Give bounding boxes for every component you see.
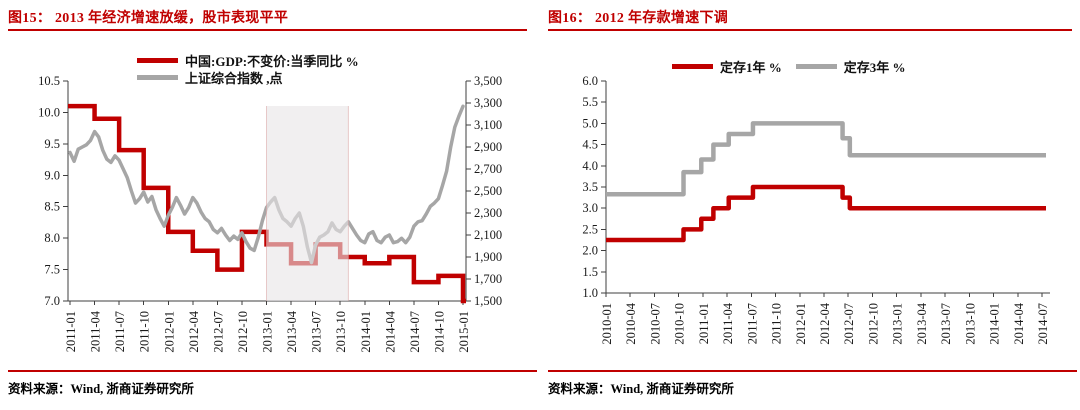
chart1-legend: 中国:GDP:不变价:当季同比 % 上证综合指数 ,点 [137,52,359,86]
svg-text:2011-04: 2011-04 [721,302,735,344]
svg-text:9.5: 9.5 [44,137,60,151]
legend-item-deposit-1y: 定存1年 % [672,58,782,75]
svg-text:3.5: 3.5 [582,180,598,194]
svg-text:7.0: 7.0 [44,294,60,308]
svg-text:2012-10: 2012-10 [236,311,250,353]
svg-text:2010-10: 2010-10 [673,303,687,345]
svg-text:2.5: 2.5 [582,222,598,236]
chart2-x-axis-labels: 2010-01 2010-04 2010-07 2010-10 2011-01 2011-… [600,302,1050,344]
svg-text:2013-07: 2013-07 [939,303,953,345]
svg-text:2012-04: 2012-04 [818,302,832,344]
svg-text:2010-04: 2010-04 [624,302,638,344]
deposit-1y-line-marker [672,63,713,69]
legend-item-deposit-3y: 定存3年 % [795,58,906,75]
svg-text:2013-04: 2013-04 [285,310,299,352]
svg-text:7.5: 7.5 [44,263,60,277]
gdp-line-label: 中国:GDP:不变价:当季同比 % [185,53,359,69]
svg-text:2011-01: 2011-01 [697,303,711,344]
svg-text:2011-07: 2011-07 [113,311,127,352]
svg-text:2011-01: 2011-01 [64,311,78,352]
svg-text:9.0: 9.0 [44,168,60,182]
svg-text:2,500: 2,500 [474,184,502,198]
svg-text:3,100: 3,100 [474,118,502,132]
gdp-line-marker [137,57,178,63]
svg-text:10.0: 10.0 [38,105,60,119]
svg-text:2014-04: 2014-04 [383,310,397,352]
svg-text:2014-01: 2014-01 [359,311,373,353]
svg-text:2011-10: 2011-10 [770,303,784,344]
shcomp-line-marker [137,74,178,80]
shcomp-line-label: 上证综合指数 ,点 [185,70,283,86]
chart2-title-rule [548,29,1072,31]
svg-text:1,500: 1,500 [474,294,502,308]
svg-text:4.0: 4.0 [582,159,598,173]
svg-text:3,300: 3,300 [474,96,502,110]
chart2-series-1-line [606,121,1046,197]
deposit-3y-line-label: 定存3年 % [843,59,906,75]
chart1-y-axis-labels: 10.5 10.0 9.5 9.0 8.5 8.0 7.5 7.0 3,500 3,300 3,10… [38,74,502,308]
legend-item-shcomp: 上证综合指数 ,点 [137,69,359,86]
chart1-x-axis-labels: 2011-01 2011-04 2011-07 2011-10 2012-01 2012-… [64,310,471,352]
svg-text:2014-04: 2014-04 [1012,302,1026,344]
svg-text:2014-07: 2014-07 [408,311,422,353]
svg-text:2013-01: 2013-01 [891,303,905,345]
chart1-source: 资料来源：Wind, 浙商证券研究所 [8,382,194,396]
svg-text:2013-10: 2013-10 [334,311,348,353]
svg-text:2.0: 2.0 [582,244,598,258]
svg-text:2,700: 2,700 [474,162,502,176]
chart2-source-rule [548,370,1077,372]
svg-text:2011-07: 2011-07 [745,303,759,344]
svg-text:8.5: 8.5 [44,200,60,214]
chart1-title-rule [8,29,527,31]
svg-text:2,300: 2,300 [474,206,502,220]
chart2-y-axis-labels: 6.0 5.5 5.0 4.5 4.0 3.5 3.0 2.5 2.0 1.5 1.0 [582,74,598,300]
svg-text:2014-10: 2014-10 [432,311,446,353]
svg-text:2012-01: 2012-01 [162,311,176,353]
svg-text:1.0: 1.0 [582,286,598,300]
svg-text:2013-10: 2013-10 [963,303,977,345]
svg-text:3,500: 3,500 [474,74,502,88]
svg-text:6.0: 6.0 [582,74,598,88]
chart2-source: 资料来源：Wind, 浙商证券研究所 [548,382,734,396]
svg-text:2010-01: 2010-01 [600,303,614,345]
svg-text:2012-10: 2012-10 [866,303,880,345]
svg-text:2,100: 2,100 [474,228,502,242]
svg-text:2014-07: 2014-07 [1036,303,1050,345]
svg-text:1,900: 1,900 [474,250,502,264]
svg-text:2,900: 2,900 [474,140,502,154]
svg-text:2013-04: 2013-04 [915,302,929,344]
svg-text:1,700: 1,700 [474,272,502,286]
svg-text:2010-07: 2010-07 [648,303,662,345]
chart1-source-rule [8,370,537,372]
svg-text:8.0: 8.0 [44,231,60,245]
chart2-axes [601,80,1050,297]
chart2-title: 图16： 2012 年存款增速下调 [548,11,729,26]
svg-text:2011-04: 2011-04 [89,310,103,352]
svg-text:2011-10: 2011-10 [138,311,152,352]
svg-text:2012-04: 2012-04 [187,310,201,352]
svg-text:2012-07: 2012-07 [211,311,225,353]
chart2-legend: 定存1年 % 定存3年 % [672,58,906,75]
chart1-title: 图15： 2013 年经济增速放缓，股市表现平平 [8,11,289,26]
chart1-highlight-2013-region [266,106,349,301]
svg-text:2012-07: 2012-07 [842,303,856,345]
deposit-1y-line-label: 定存1年 % [720,59,782,75]
svg-text:1.5: 1.5 [582,265,598,279]
svg-text:5.0: 5.0 [582,116,598,130]
svg-text:10.5: 10.5 [38,74,60,88]
legend-item-gdp: 中国:GDP:不变价:当季同比 % [137,52,359,69]
svg-text:2013-01: 2013-01 [261,311,275,353]
svg-text:2015-01: 2015-01 [457,311,471,353]
svg-text:3.0: 3.0 [582,201,598,215]
svg-text:2012-01: 2012-01 [794,303,808,345]
chart2-series-0-line [606,184,1046,243]
svg-text:4.5: 4.5 [582,138,598,152]
deposit-3y-line-marker [795,63,837,69]
svg-text:5.5: 5.5 [582,95,598,109]
svg-text:2013-07: 2013-07 [310,311,324,353]
svg-text:2014-01: 2014-01 [988,303,1002,345]
